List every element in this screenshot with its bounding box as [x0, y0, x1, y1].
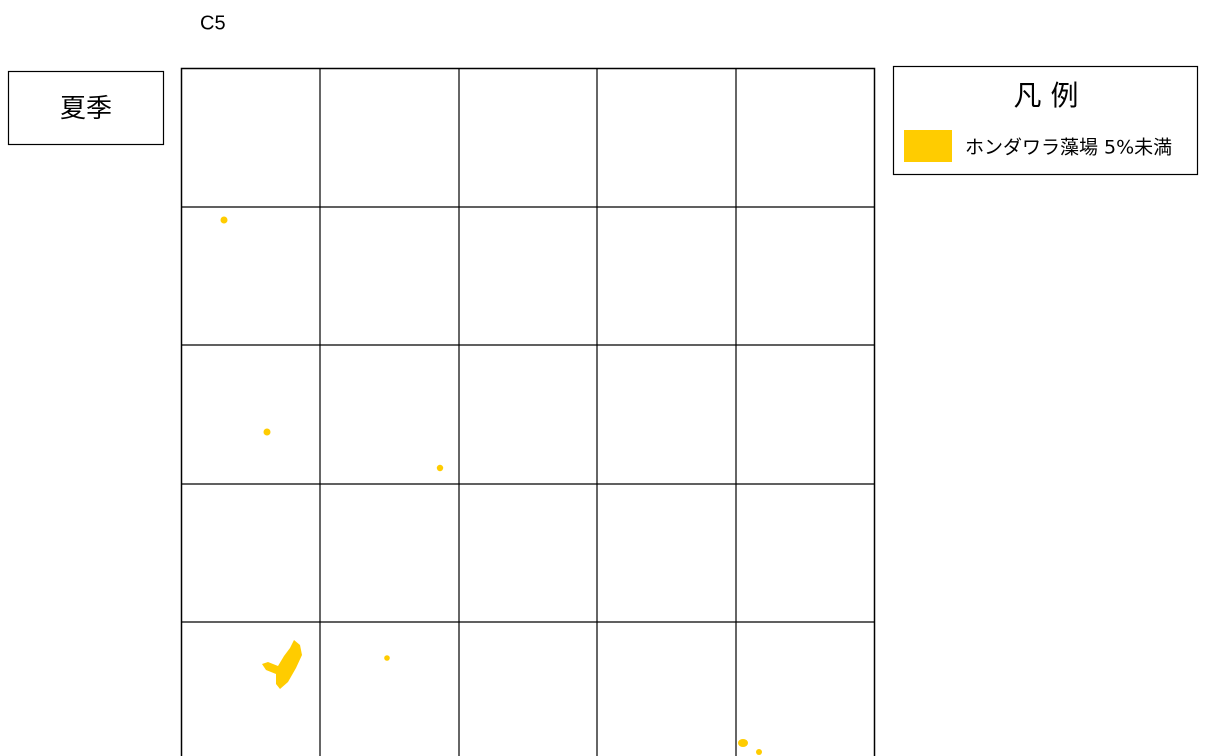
map-frame	[180, 67, 876, 756]
map-title: C5	[200, 12, 226, 34]
season-box	[7, 70, 165, 146]
map-grid	[180, 67, 876, 756]
seaweed-patch	[384, 655, 390, 661]
seaweed-patch	[220, 216, 228, 224]
seaweed-patch	[262, 640, 302, 689]
seaweed-patches	[220, 216, 762, 755]
legend-label: ホンダワラ藻場 5%未満	[965, 137, 1172, 159]
legend-title: 凡 例	[1014, 79, 1079, 112]
seaweed-patch	[756, 749, 762, 755]
legend-swatch	[904, 130, 952, 162]
seaweed-patch	[263, 428, 271, 436]
seaweed-patch	[436, 464, 444, 472]
seaweed-patch	[738, 739, 748, 747]
season-label: 夏季	[60, 94, 112, 124]
